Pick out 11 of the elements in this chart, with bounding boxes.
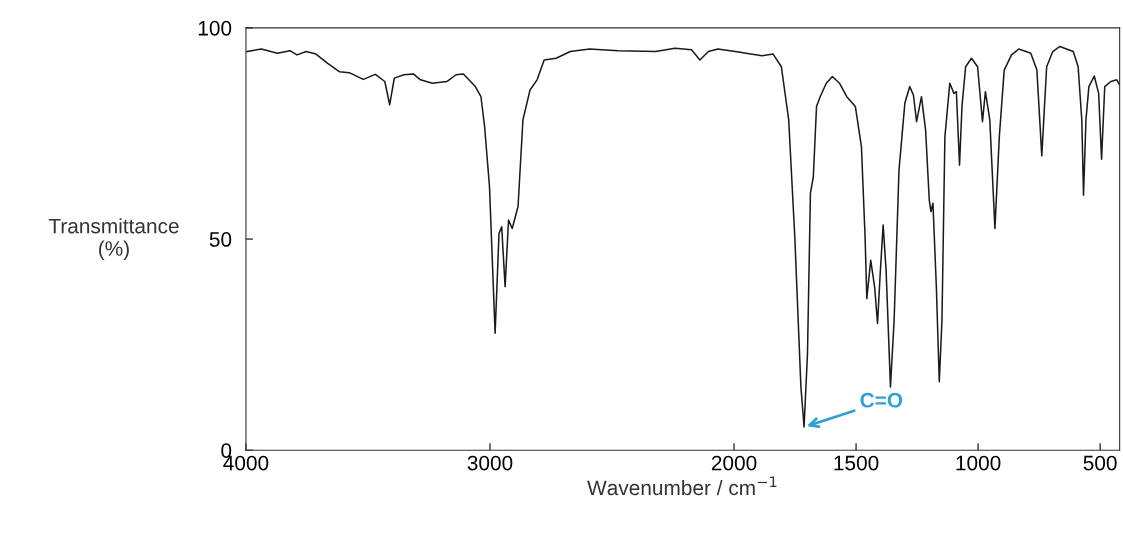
y-axis-title: Transmittance (%) [48, 218, 179, 260]
line-series [246, 45, 1120, 428]
y-tick-label: 50 [209, 232, 232, 247]
x-tick-label: 1500 [834, 455, 879, 471]
x-axis-title: Wavenumber / cm$^{−1}$ [587, 476, 777, 496]
x-tick-label: 1000 [956, 455, 1001, 471]
x-tick-label: 3000 [467, 455, 513, 471]
annotation: C=O [860, 392, 903, 408]
y-tick-label: 100 [198, 20, 232, 36]
x-tick-label: 2000 [711, 455, 757, 471]
x-tick-label: 500 [1083, 455, 1117, 471]
